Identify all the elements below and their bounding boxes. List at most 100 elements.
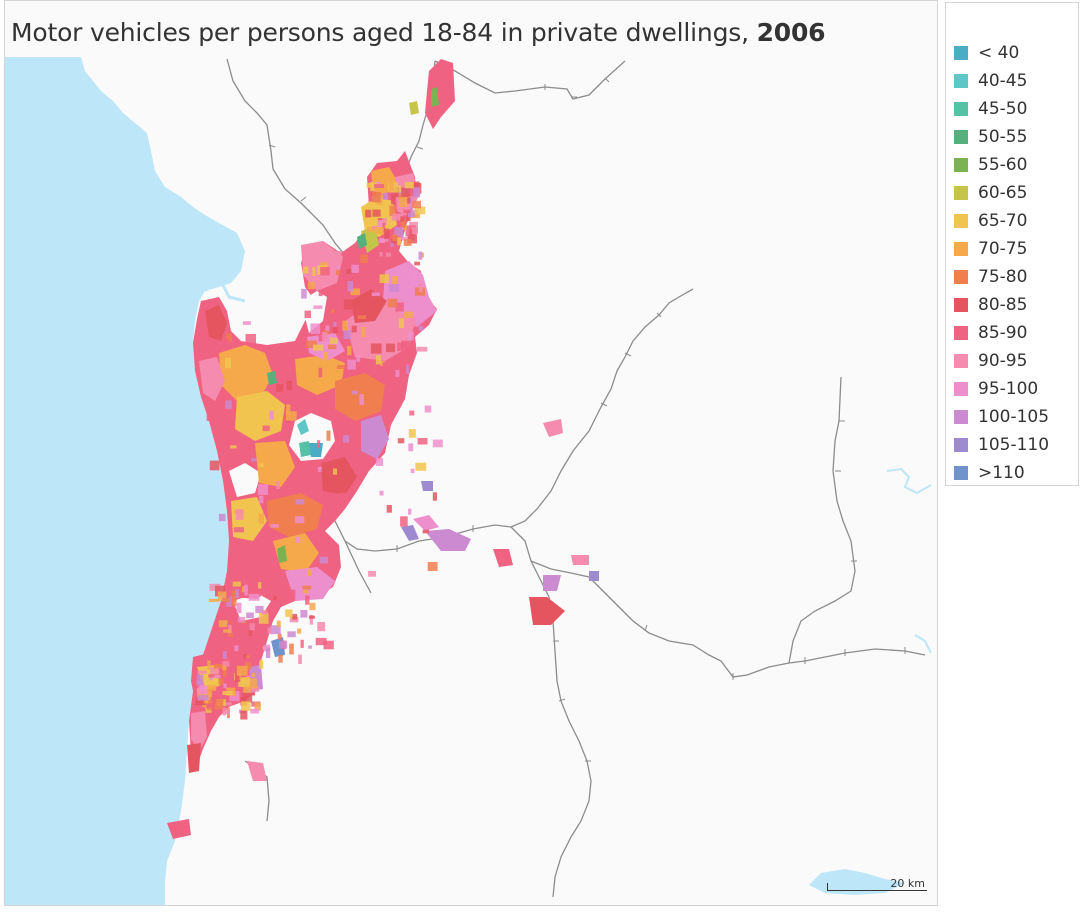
texture-patch — [303, 589, 309, 594]
texture-patch — [295, 516, 305, 524]
map-canvas[interactable] — [5, 1, 938, 906]
texture-patch — [279, 640, 288, 649]
texture-patch — [295, 536, 301, 543]
texture-patch — [248, 593, 260, 601]
texture-patch — [259, 495, 264, 504]
texture-patch — [359, 394, 364, 405]
texture-patch — [258, 463, 265, 468]
texture-patch — [246, 612, 254, 619]
texture-patch — [408, 508, 412, 515]
texture-patch — [222, 651, 227, 659]
texture-patch — [385, 252, 391, 257]
inlet-river — [203, 250, 246, 303]
legend-item[interactable]: 40-45 — [954, 69, 1027, 93]
texture-patch — [214, 674, 221, 678]
texture-patch — [209, 583, 221, 591]
legend-swatch — [954, 242, 968, 256]
legend-item[interactable]: 70-75 — [954, 237, 1027, 261]
scale-bar-line — [827, 890, 927, 891]
texture-patch — [269, 410, 275, 420]
texture-patch — [412, 200, 421, 209]
legend-item[interactable]: 95-100 — [954, 377, 1038, 401]
texture-patch — [222, 661, 230, 667]
texture-patch — [223, 667, 227, 677]
texture-patch — [395, 182, 403, 187]
texture-patch — [387, 298, 398, 308]
legend-label: 50-55 — [978, 127, 1028, 147]
texture-patch — [229, 426, 234, 433]
texture-patch — [235, 588, 239, 599]
legend-item[interactable]: 55-60 — [954, 153, 1027, 177]
texture-patch — [223, 629, 231, 633]
legend-item[interactable]: >110 — [954, 461, 1025, 485]
texture-patch — [374, 184, 385, 189]
legend-label: >110 — [978, 463, 1025, 483]
legend[interactable]: < 40 40-45 45-50 50-55 55-60 60-65 65-70 70-75 7… — [945, 2, 1079, 486]
texture-patch — [418, 325, 424, 331]
texture-patch — [401, 187, 411, 197]
texture-patch — [351, 325, 357, 333]
texture-patch — [270, 524, 279, 528]
legend-item[interactable]: 50-55 — [954, 125, 1027, 149]
texture-patch — [403, 311, 414, 318]
urban-regions[interactable] — [167, 59, 599, 839]
texture-patch — [258, 513, 264, 524]
legend-swatch — [954, 46, 968, 60]
texture-patch — [206, 414, 215, 421]
legend-item[interactable]: 100-105 — [954, 405, 1049, 429]
texture-patch — [295, 499, 305, 505]
texture-patch — [315, 637, 327, 646]
texture-patch — [236, 602, 242, 613]
legend-item[interactable]: 80-85 — [954, 293, 1027, 317]
legend-item[interactable]: 65-70 — [954, 209, 1027, 233]
texture-patch — [350, 288, 360, 296]
texture-patch — [404, 182, 414, 189]
texture-patch — [300, 639, 304, 648]
texture-patch — [394, 227, 404, 237]
legend-item[interactable]: 85-90 — [954, 321, 1027, 345]
legend-item[interactable]: 90-95 — [954, 349, 1027, 373]
texture-patch — [270, 625, 281, 635]
rail-ticks — [268, 77, 906, 762]
legend-item[interactable]: 60-65 — [954, 181, 1027, 205]
texture-patch — [307, 569, 312, 576]
legend-item[interactable]: 105-110 — [954, 433, 1049, 457]
texture-patch — [250, 686, 260, 692]
texture-patch — [259, 660, 264, 669]
texture-patch — [320, 262, 329, 268]
texture-patch — [407, 331, 414, 341]
texture-patch — [313, 305, 323, 309]
texture-patch — [403, 209, 411, 214]
texture-patch — [246, 678, 257, 689]
texture-patch — [427, 562, 438, 571]
texture-patch — [224, 338, 229, 345]
scale-bar: 20 km — [825, 877, 927, 897]
texture-patch — [233, 527, 244, 533]
texture-patch — [333, 468, 337, 475]
texture-patch — [244, 655, 251, 666]
texture-patch — [196, 681, 204, 686]
map-title: Motor vehicles per persons aged 18-84 in… — [11, 18, 826, 47]
texture-patch — [213, 699, 224, 710]
lake — [809, 869, 905, 895]
legend-item[interactable]: 75-80 — [954, 265, 1027, 289]
texture-patch — [209, 676, 213, 681]
texture-patch — [392, 234, 398, 241]
texture-patch — [379, 251, 383, 257]
texture-patch — [240, 504, 250, 514]
texture-patch — [250, 708, 259, 714]
texture-patch — [397, 237, 401, 246]
texture-patch — [391, 213, 402, 221]
texture-patch — [397, 185, 401, 194]
texture-patch — [323, 351, 329, 361]
texture-patch — [246, 655, 250, 659]
map-panel[interactable]: Motor vehicles per persons aged 18-84 in… — [4, 0, 938, 906]
texture-patch — [241, 701, 251, 711]
texture-patch — [235, 509, 244, 520]
legend-label: < 40 — [978, 43, 1020, 63]
texture-patch — [323, 640, 334, 650]
legend-item[interactable]: < 40 — [954, 41, 1019, 65]
texture-patch — [300, 610, 308, 618]
inland-water — [886, 467, 932, 654]
legend-item[interactable]: 45-50 — [954, 97, 1027, 121]
